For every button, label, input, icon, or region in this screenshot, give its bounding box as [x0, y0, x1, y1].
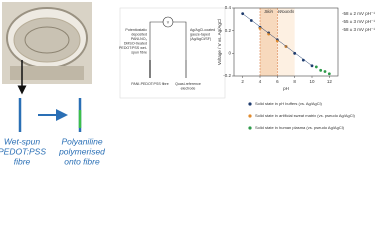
- label: spun fibre: [131, 50, 147, 54]
- label: gauze-taped: [190, 32, 210, 36]
- label: PANI-NO₃: [131, 37, 148, 41]
- x-tick-label: 10: [309, 79, 315, 84]
- point: [319, 68, 323, 72]
- legend-label: Solid state in artificial sweat matrix (…: [255, 113, 355, 118]
- caption: fibre: [14, 156, 31, 166]
- label: Quasi-reference: [175, 82, 201, 86]
- caption: onto fibre: [64, 156, 100, 166]
- annotation: -55 ± 3 mV pH⁻¹: [342, 19, 375, 24]
- point: [314, 65, 318, 69]
- meter-label: V: [167, 20, 170, 24]
- caption: Polyaniline: [61, 136, 102, 146]
- schematic: [119, 7, 226, 99]
- point: [293, 51, 297, 55]
- x-tick-label: 8: [293, 79, 296, 84]
- label: deposited: [131, 32, 147, 36]
- legend-marker: [248, 126, 252, 130]
- legend-label: Solid state in pH buffers (vs. Ag/AgCl): [255, 101, 323, 106]
- region-label: Skin: [264, 9, 273, 14]
- annotation: -58 ± 3 mV pH⁻¹: [342, 27, 375, 32]
- chart: Skin Wounds 2 4 6 8 10 12 -0.2 0 0.2 0.4 pH Voltage /…: [217, 5, 375, 130]
- annotation: -58 ± 2 mV pH⁻¹: [342, 11, 375, 16]
- caption: Wet-spun: [4, 136, 40, 146]
- y-tick-label: 0.4: [225, 5, 232, 10]
- x-tick-label: 4: [259, 79, 262, 84]
- schematic-labels: V PotentiostaticdepositedPANI-NO₃DMSO-tre…: [119, 20, 215, 90]
- legend-marker: [248, 114, 252, 118]
- legend-label: Solid state in human plasma (vs. pseudo …: [255, 125, 345, 130]
- caption: polymerised: [58, 146, 105, 156]
- plot-frame: [233, 7, 339, 77]
- y-tick-label: -0.2: [223, 73, 231, 78]
- y-tick-label: 0.2: [225, 28, 232, 33]
- region-label: Wounds: [278, 9, 295, 14]
- point: [267, 32, 271, 36]
- legend-marker: [248, 102, 252, 106]
- caption: PEDOT:PSS: [0, 146, 46, 156]
- region: [260, 8, 278, 76]
- label: PEDOT:PSS wet-: [119, 46, 148, 50]
- point: [327, 72, 331, 76]
- region: [277, 8, 295, 76]
- label: (Ag/AgCl/SF): [190, 37, 211, 41]
- label: Ag/AgCl-coated: [190, 28, 215, 32]
- point: [323, 70, 327, 73]
- x-tick-label: 12: [327, 79, 333, 84]
- point: [258, 27, 262, 30]
- fit-line: [242, 13, 313, 66]
- label: PANI-PEDOT:PSS fibre: [131, 82, 168, 86]
- y-axis-label: Voltage / V vs. Ag/AgCl: [217, 19, 222, 65]
- x-tick-label: 2: [241, 79, 244, 84]
- x-tick-label: 6: [276, 79, 279, 84]
- x-axis-label: pH: [283, 86, 289, 91]
- beaker-photo: [2, 2, 92, 84]
- label: Potentiostatic: [125, 28, 147, 32]
- y-tick-label: 0: [228, 51, 231, 56]
- label: DMSO-treated: [124, 41, 147, 45]
- point: [301, 58, 305, 62]
- label: electrode: [181, 86, 196, 90]
